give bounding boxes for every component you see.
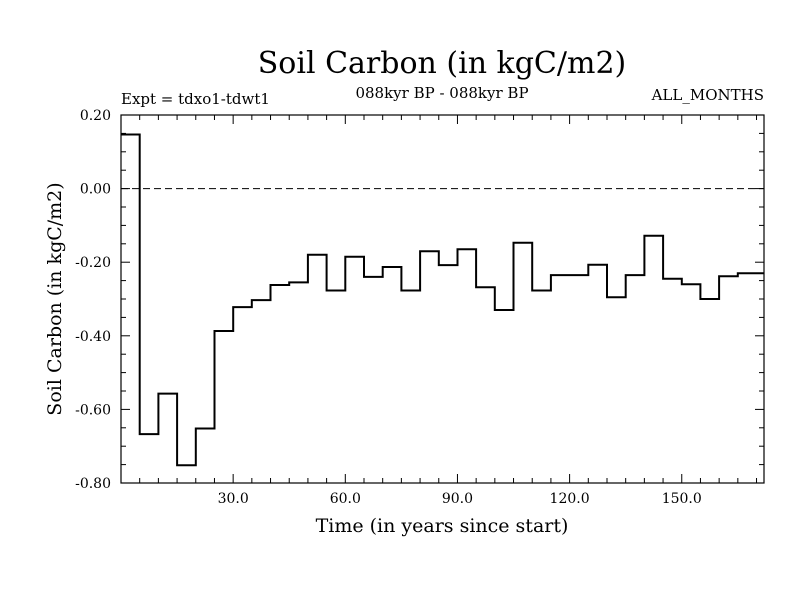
x-tick-label: 150.0 (662, 491, 702, 507)
chart-title: Soil Carbon (in kgC/m2) (258, 46, 626, 81)
y-tick-label: 0.00 (80, 182, 111, 198)
x-tick-label: 60.0 (330, 491, 361, 507)
x-tick-label: 120.0 (550, 491, 590, 507)
y-axis-label: Soil Carbon (in kgC/m2) (44, 182, 66, 415)
months-label: ALL_MONTHS (651, 86, 764, 104)
x-tick-labels: 30.0 60.0 90.0 120.0 150.0 (218, 491, 702, 507)
y-tick-label: -0.20 (75, 255, 111, 271)
y-tick-label: -0.60 (75, 402, 111, 418)
plot-frame (120, 114, 765, 484)
axis-ticks (121, 115, 764, 483)
series-step-line (121, 133, 764, 467)
y-tick-labels: 0.20 0.00 -0.20 -0.40 -0.60 -0.80 (75, 108, 111, 492)
y-tick-label: -0.80 (75, 476, 111, 492)
y-tick-label: 0.20 (80, 108, 111, 124)
x-tick-label: 30.0 (218, 491, 249, 507)
expt-label: Expt = tdxo1-tdwt1 (121, 90, 270, 108)
chart-subtitle: 088kyr BP - 088kyr BP (355, 84, 528, 102)
x-tick-label: 90.0 (442, 491, 473, 507)
y-tick-label: -0.40 (75, 329, 111, 345)
x-axis-label: Time (in years since start) (316, 515, 569, 537)
